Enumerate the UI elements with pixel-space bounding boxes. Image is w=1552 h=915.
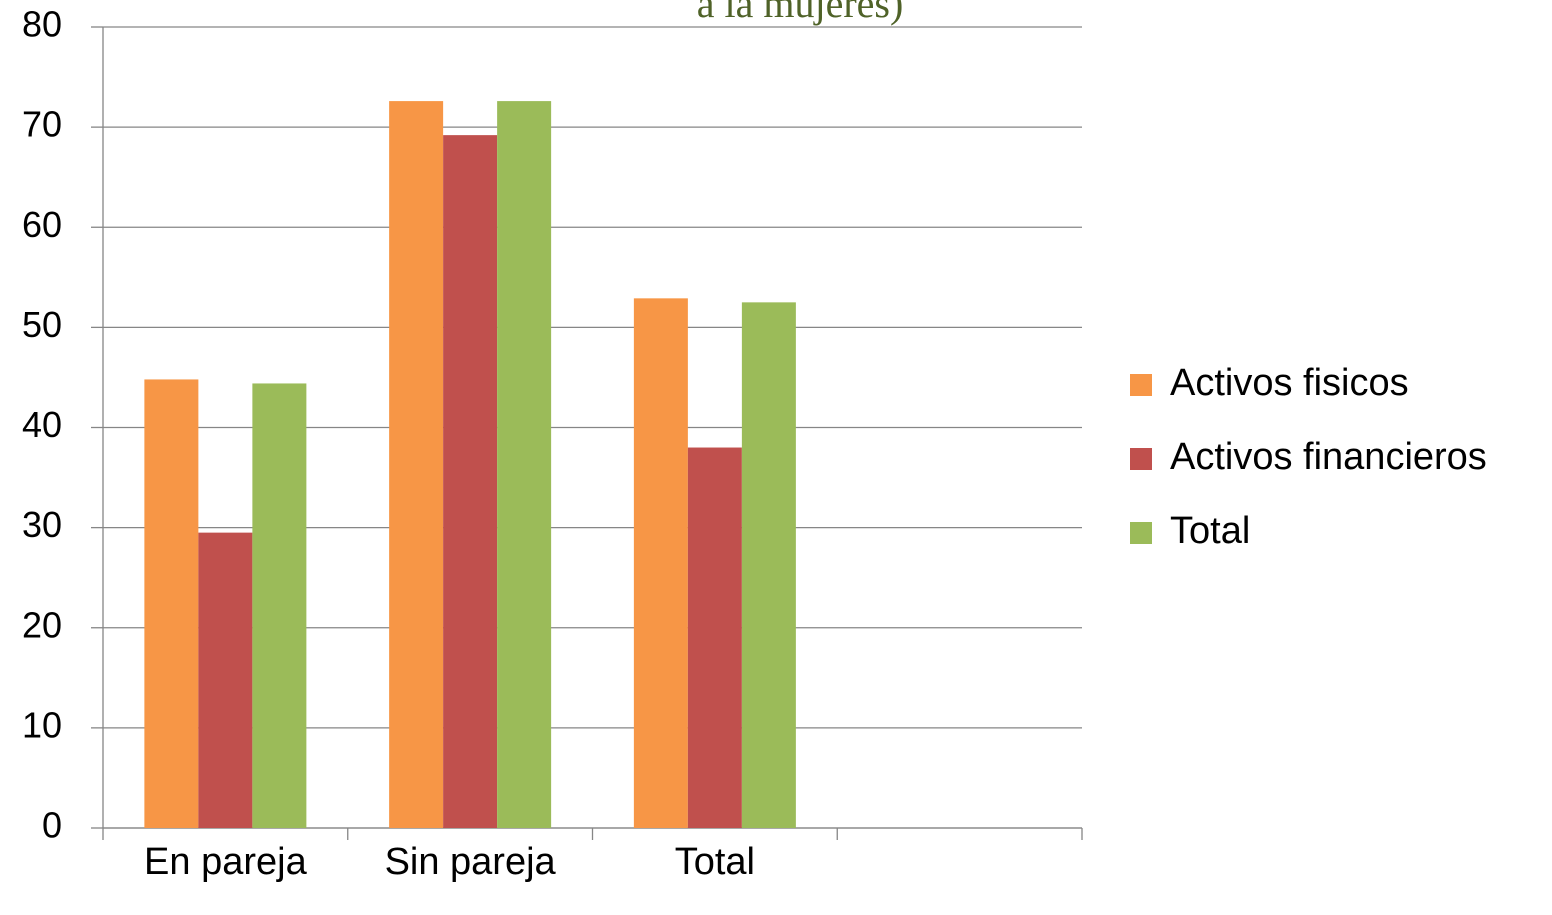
y-tick-label: 70: [22, 104, 62, 145]
bar: [687, 447, 742, 828]
y-tick-label: 80: [22, 4, 62, 45]
bar: [443, 135, 498, 828]
y-tick-label: 50: [22, 304, 62, 345]
legend-label: Total: [1170, 510, 1250, 552]
x-tick-label: Total: [675, 841, 755, 883]
y-tick-label: 20: [22, 604, 62, 645]
y-tick-label: 60: [22, 204, 62, 245]
y-tick-label: 10: [22, 704, 62, 745]
y-tick-label: 0: [42, 805, 62, 846]
legend-swatch: [1130, 448, 1152, 470]
bar: [741, 302, 796, 828]
bar: [497, 101, 552, 828]
legend-label: Activos financieros: [1170, 436, 1487, 478]
bar: [198, 532, 253, 828]
bar: [252, 383, 307, 828]
chart-title: a la mujeres): [697, 0, 904, 26]
bar: [389, 101, 444, 828]
y-tick-label: 40: [22, 404, 62, 445]
legend-label: Activos fisicos: [1170, 362, 1409, 404]
bar: [633, 298, 688, 828]
legend-swatch: [1130, 374, 1152, 396]
x-tick-label: Sin pareja: [385, 841, 557, 883]
legend-swatch: [1130, 522, 1152, 544]
bar: [144, 379, 199, 828]
y-tick-label: 30: [22, 504, 62, 545]
x-tick-label: En pareja: [144, 841, 308, 883]
